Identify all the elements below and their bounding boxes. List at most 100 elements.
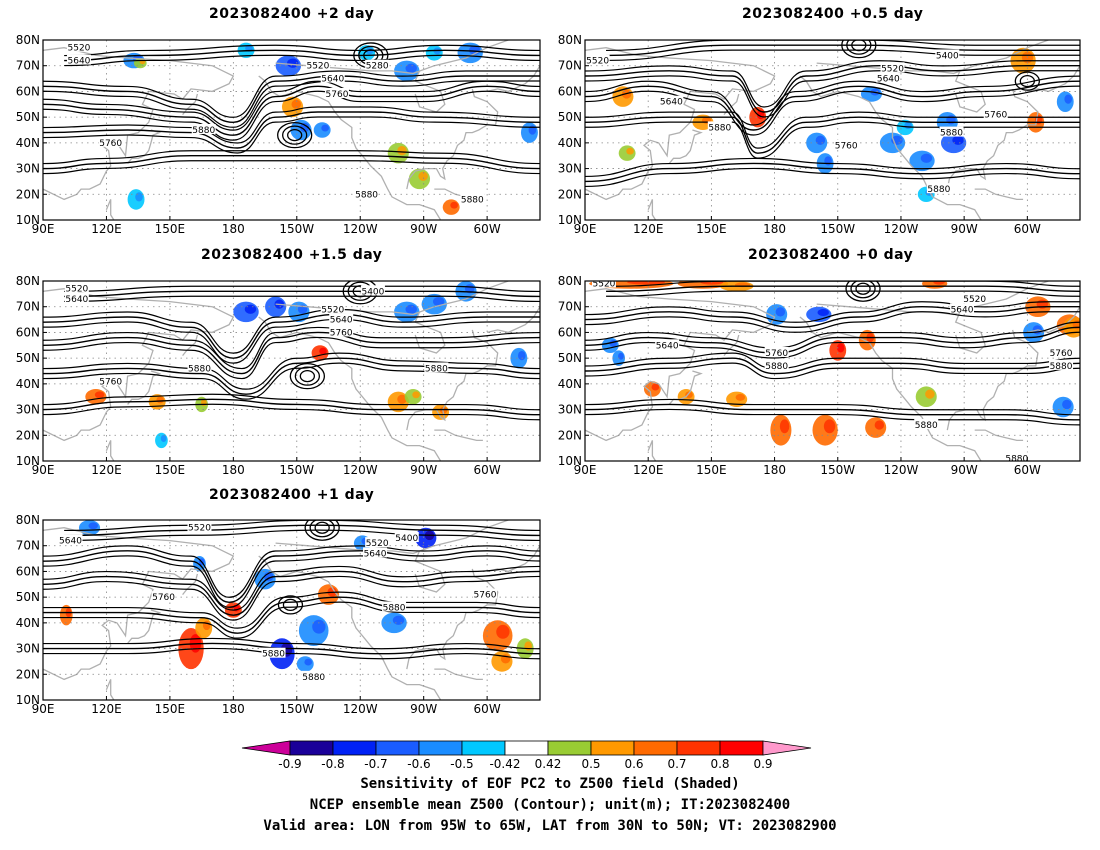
contour-label: 5760 — [99, 377, 122, 387]
lon-label: 120W — [884, 222, 919, 236]
contour-label-bg — [394, 532, 419, 542]
shading-core — [304, 658, 313, 666]
lon-label: 120W — [884, 463, 919, 477]
contour-label-bg — [1049, 359, 1074, 370]
contour-label: 5400 — [936, 51, 959, 61]
colorbar-label: 0.9 — [753, 757, 772, 771]
contour-line — [43, 550, 540, 603]
contour-label: 5520 — [881, 64, 904, 74]
contour-line — [43, 393, 540, 411]
contour-label-bg — [365, 537, 390, 548]
coastline — [434, 429, 483, 442]
shading-core — [312, 619, 326, 634]
contour-label: 5640 — [656, 341, 679, 351]
colorbar-label: 0.8 — [710, 757, 729, 771]
lat-label: 20N — [16, 667, 40, 681]
lon-label: 120E — [91, 463, 122, 477]
contour-label: 5520 — [593, 280, 616, 290]
lat-label: 20N — [558, 187, 582, 201]
contour-labels: 5520 5640 5520 5280 5640 5760 5880 5760 5880 5880 — [66, 41, 485, 205]
lat-label: 30N — [16, 403, 40, 417]
coastline — [414, 70, 446, 113]
contour-label-bg — [939, 126, 964, 137]
contour-label: 5880 — [708, 123, 731, 133]
contour-label: 5760 — [1050, 349, 1073, 359]
contour-line — [43, 398, 540, 416]
contour-label-bg — [983, 108, 1008, 119]
contour-label: 5760 — [474, 591, 497, 601]
contour-label-bg — [764, 359, 789, 370]
lat-label: 10N — [558, 454, 582, 468]
lon-label: 120W — [343, 463, 378, 477]
lon-label: 150E — [155, 463, 186, 477]
lat-label: 40N — [16, 616, 40, 630]
lon-label: 150W — [820, 222, 855, 236]
contour-label: 5880 — [383, 603, 406, 613]
lat-label: 60N — [16, 564, 40, 578]
coastline — [105, 440, 115, 461]
contour-line — [43, 336, 540, 380]
contour-line — [43, 150, 540, 165]
contour-line — [43, 326, 540, 370]
map-panel-4: 5520552056405640576058805760588058805880… — [558, 274, 1081, 477]
lat-label: 30N — [16, 162, 40, 176]
lon-label: 150W — [820, 463, 855, 477]
coastline — [105, 679, 115, 700]
shading-core — [1064, 94, 1072, 104]
lon-label: 120E — [91, 222, 122, 236]
shading-core — [319, 347, 327, 355]
contour-label: 5880 — [1005, 454, 1028, 464]
closed-contour — [855, 282, 871, 295]
shading-core — [626, 147, 634, 155]
contour-line — [43, 647, 540, 660]
contour-label: 5760 — [152, 593, 175, 603]
contour-line — [585, 60, 1080, 108]
colorbar-label: -0.42 — [489, 757, 520, 771]
shading-core — [405, 304, 417, 314]
contour-label: 5520 — [366, 539, 389, 549]
lon-label: 180 — [222, 222, 245, 236]
shading-core — [836, 343, 845, 353]
lon-label: 150W — [279, 702, 314, 716]
colorbar-label: -0.9 — [278, 757, 301, 771]
lat-label: 40N — [558, 377, 582, 391]
contour-label-bg — [191, 124, 216, 134]
contour-label: 5640 — [68, 57, 91, 67]
closed-contour — [314, 521, 330, 534]
contour-label: 5400 — [361, 287, 384, 297]
contour-line — [585, 326, 1080, 354]
contour-line — [43, 331, 540, 375]
lon-label: 150E — [696, 463, 727, 477]
lat-label: 50N — [16, 110, 40, 124]
contour-line — [585, 162, 1080, 183]
contour-line — [43, 545, 540, 598]
contour-label-bg — [187, 521, 212, 532]
sensitivity-shading — [589, 281, 1080, 446]
lon-label: 60W — [474, 463, 501, 477]
caption-line-3: Valid area: LON from 95W to 65W, LAT fro… — [263, 818, 837, 834]
contour-line — [64, 44, 540, 57]
z500-contours — [43, 281, 540, 421]
lat-label: 80N — [16, 33, 40, 47]
contour-label-bg — [950, 303, 975, 314]
closed-contour — [841, 40, 877, 59]
lat-label: 40N — [16, 377, 40, 391]
contour-label: 5520 — [68, 44, 91, 54]
map-frame — [42, 39, 541, 221]
contour-label-bg — [707, 121, 732, 132]
coastline — [258, 316, 442, 461]
lat-label: 80N — [558, 33, 582, 47]
map-panel-1: 5520 5640 5520 5280 5640 5760 5880 5760 5880 5880… — [16, 33, 541, 236]
colorbar-swatch — [590, 740, 635, 756]
contour-line — [43, 570, 540, 616]
lon-label: 120W — [343, 702, 378, 716]
coastline — [486, 65, 540, 93]
coastline — [127, 370, 162, 405]
contour-label: 5880 — [461, 195, 484, 205]
contour-line — [43, 565, 540, 611]
contour-label: 5400 — [395, 534, 418, 544]
coastline — [668, 129, 703, 164]
